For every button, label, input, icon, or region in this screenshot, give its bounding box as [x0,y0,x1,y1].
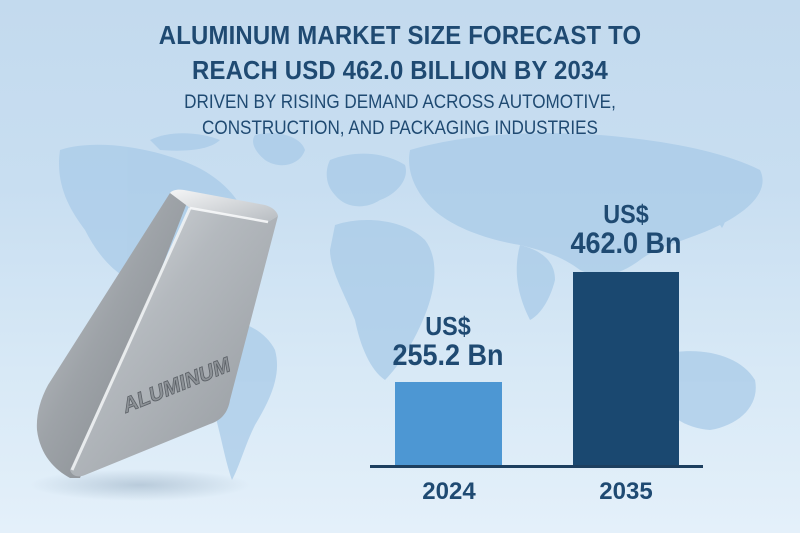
x-label-2035: 2035 [599,478,653,505]
subtitle-line-2: CONSTRUCTION, AND PACKAGING INDUSTRIES [202,118,598,139]
chart-baseline [370,465,703,468]
subtitle-line-1: DRIVEN BY RISING DEMAND ACROSS AUTOMOTIV… [184,92,616,113]
currency-2024: US$ [425,311,471,341]
value-2035: 462.0 Bn [570,227,682,260]
title-line-1: ALUMINUM MARKET SIZE FORECAST TO [158,20,642,50]
bar-2035 [573,272,679,466]
bar-2024 [395,382,502,466]
x-label-2024: 2024 [422,478,476,505]
value-label-2024: US$ 255.2 Bn [376,312,520,372]
value-label-2035: US$ 462.0 Bn [554,200,698,260]
title-line-2: REACH USD 462.0 BILLION BY 2034 [191,55,609,85]
value-2024: 255.2 Bn [392,339,504,372]
currency-2035: US$ [603,199,649,229]
